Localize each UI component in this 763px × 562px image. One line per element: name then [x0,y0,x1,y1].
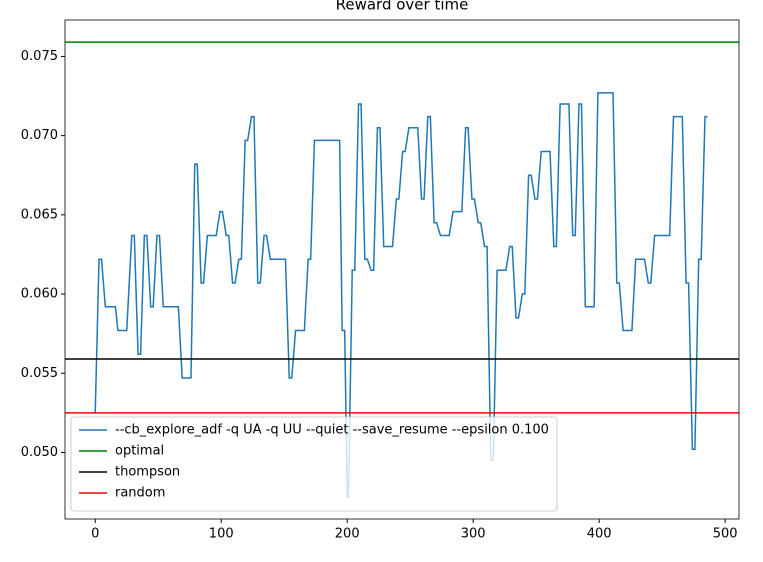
x-tick-label: 500 [713,527,738,542]
legend-box [70,416,558,512]
y-tick-label: 0.070 [21,128,58,143]
legend-label: optimal [115,444,164,459]
x-tick-label: 400 [587,527,612,542]
x-tick-label: 200 [335,527,360,542]
legend-label: random [115,486,165,501]
y-tick-label: 0.050 [21,445,58,460]
legend-label: thompson [115,465,180,480]
plot-area [65,41,739,498]
legend-label: --cb_explore_adf -q UA -q UU --quiet --s… [115,423,549,438]
x-tick-label: 300 [461,527,486,542]
chart-title: Reward over time [336,0,469,14]
data-line [94,92,708,498]
x-tick-label: 0 [91,527,99,542]
y-tick-label: 0.060 [21,287,58,302]
y-tick-label: 0.075 [21,49,58,64]
y-tick-label: 0.055 [21,366,58,381]
y-tick-label: 0.065 [21,207,58,222]
x-tick-label: 100 [209,527,234,542]
axes-frame [64,19,740,520]
